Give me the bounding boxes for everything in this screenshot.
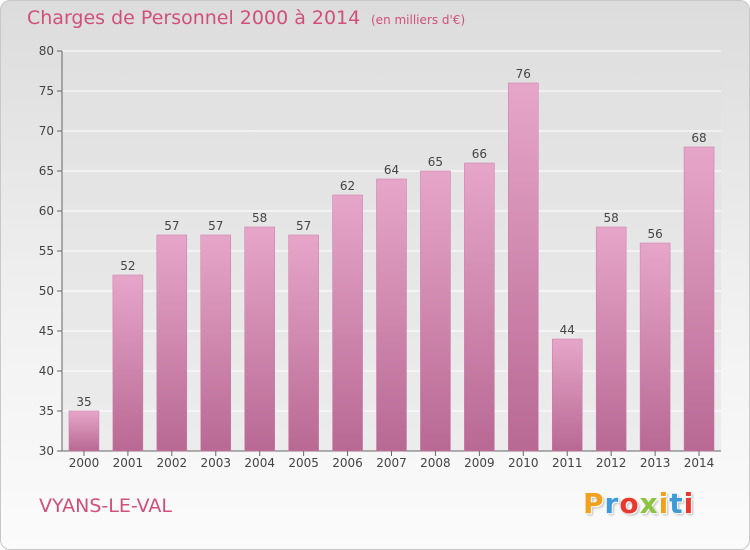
- bar-2006: [332, 194, 363, 452]
- logo-letter: x: [639, 487, 659, 520]
- data-label-2001: 52: [120, 259, 135, 273]
- data-label-2003: 57: [208, 219, 223, 233]
- y-tick-label: 40: [39, 364, 54, 378]
- bar-2013: [639, 242, 671, 452]
- data-label-2007: 64: [384, 163, 399, 177]
- bar-2014: [683, 146, 715, 452]
- y-tick-label: 30: [39, 444, 54, 458]
- x-tick-label-2005: 2005: [288, 456, 319, 470]
- logo-letter: i: [683, 487, 695, 520]
- chart-subtitle: (en milliers d'€): [371, 13, 466, 27]
- logo-letter: r: [604, 487, 620, 520]
- proxiti-logo: Proxiti: [583, 487, 694, 520]
- bar-2007: [376, 178, 407, 452]
- place-name: VYANS-LE-VAL: [39, 495, 172, 517]
- bar-2004: [244, 226, 275, 452]
- x-tick-label-2004: 2004: [244, 456, 275, 470]
- logo-letter: t: [669, 487, 684, 520]
- x-tick-label-2013: 2013: [640, 456, 671, 470]
- x-tick-label-2009: 2009: [464, 456, 495, 470]
- x-tick-label-2002: 2002: [157, 456, 188, 470]
- data-label-2011: 44: [560, 323, 575, 337]
- data-label-2000: 35: [76, 395, 91, 409]
- data-label-2008: 65: [428, 155, 443, 169]
- y-tick-label: 45: [39, 324, 54, 338]
- x-tick-label-2014: 2014: [684, 456, 715, 470]
- logo-letter: i: [658, 487, 670, 520]
- x-tick-label-2001: 2001: [113, 456, 144, 470]
- bar-2011: [551, 338, 583, 452]
- y-tick-label: 70: [39, 124, 54, 138]
- data-label-2013: 56: [647, 227, 662, 241]
- y-tick-label: 50: [39, 284, 54, 298]
- y-tick-label: 80: [39, 44, 54, 58]
- chart-title: Charges de Personnel 2000 à 2014: [27, 7, 361, 29]
- logo-letter: o: [619, 487, 640, 520]
- data-label-2010: 76: [516, 67, 531, 81]
- y-tick-label: 75: [39, 84, 54, 98]
- y-tick-label: 55: [39, 244, 54, 258]
- x-tick-label-2007: 2007: [376, 456, 407, 470]
- x-tick-label-2011: 2011: [552, 456, 583, 470]
- x-tick-label-2010: 2010: [508, 456, 539, 470]
- bar-2001: [112, 274, 144, 452]
- bar-2003: [200, 234, 232, 452]
- bar-2002: [156, 234, 188, 452]
- x-tick-label-2003: 2003: [200, 456, 231, 470]
- y-tick-label: 60: [39, 204, 54, 218]
- bar-2005: [288, 234, 319, 452]
- x-tick-label-2000: 2000: [69, 456, 100, 470]
- bar-2009: [464, 162, 495, 452]
- data-label-2006: 62: [340, 179, 355, 193]
- data-label-2004: 58: [252, 211, 267, 225]
- data-label-2014: 68: [691, 131, 706, 145]
- bar-2000: [68, 410, 100, 452]
- x-tick-label-2008: 2008: [420, 456, 451, 470]
- y-tick-label: 35: [39, 404, 54, 418]
- bar-2012: [595, 226, 627, 452]
- logo-letter: P: [583, 487, 605, 520]
- x-tick-label-2012: 2012: [596, 456, 627, 470]
- data-label-2012: 58: [604, 211, 619, 225]
- data-label-2002: 57: [164, 219, 179, 233]
- bar-2010: [508, 82, 539, 452]
- data-label-2009: 66: [472, 147, 487, 161]
- data-label-2005: 57: [296, 219, 311, 233]
- bar-2008: [420, 170, 451, 452]
- y-tick-label: 65: [39, 164, 54, 178]
- x-tick-label-2006: 2006: [332, 456, 363, 470]
